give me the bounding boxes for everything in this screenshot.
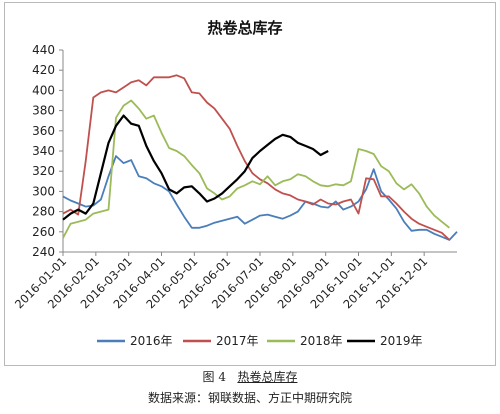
- figure-source: 数据来源：钢联数据、方正中期研究院: [147, 391, 352, 405]
- y-tick-label: 360: [32, 124, 55, 138]
- y-tick-label: 440: [32, 43, 55, 57]
- legend: 2016年 2017年 2018年 2019年: [97, 334, 423, 348]
- y-tick-label: 260: [32, 225, 55, 239]
- legend-label: 2019年: [380, 334, 423, 348]
- y-tick-label: 340: [32, 144, 55, 158]
- legend-label: 2016年: [130, 334, 173, 348]
- figure-number: 图 4: [202, 370, 226, 384]
- legend-label: 2018年: [300, 334, 343, 348]
- series-line: [62, 155, 458, 241]
- y-tick-label: 300: [32, 184, 55, 198]
- legend-label: 2017年: [216, 334, 259, 348]
- x-axis: 2016-01-012016-02-012016-03-012016-04-01…: [12, 251, 457, 311]
- series-line: [62, 114, 329, 221]
- chart-title: 热卷总库存: [207, 19, 282, 37]
- y-tick-label: 420: [32, 63, 55, 77]
- y-tick-label: 280: [32, 205, 55, 219]
- line-chart: 热卷总库存 240260280300320340360380400420440 …: [12, 19, 458, 348]
- y-tick-label: 320: [32, 164, 55, 178]
- series-lines: [62, 74, 458, 241]
- y-tick-label: 240: [32, 245, 55, 259]
- series-line: [62, 99, 450, 239]
- series-line: [62, 74, 451, 241]
- y-axis: 240 260 280 300 320 340 360 380 400 420 440: [32, 43, 64, 259]
- y-tick-label: 380: [32, 104, 55, 118]
- y-tick-label: 400: [32, 83, 55, 97]
- figure-caption-title: 热卷总库存: [237, 370, 298, 384]
- chart-frame: 热卷总库存 240 260 280 300 320 340 360 380 400 420 440 …: [4, 2, 496, 366]
- figure-caption: 图 4 热卷总库存: [0, 368, 500, 385]
